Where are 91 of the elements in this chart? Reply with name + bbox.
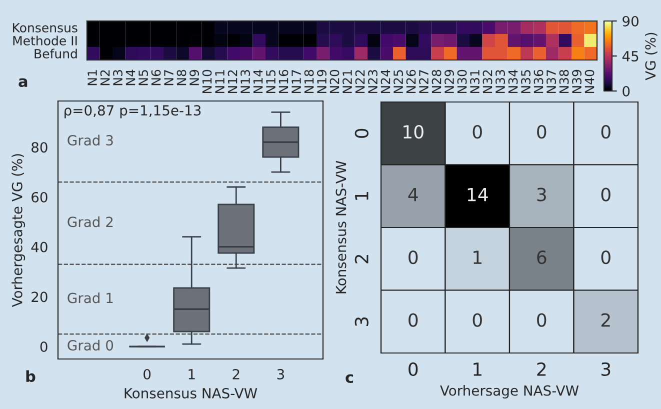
x-tick-label: N2 (100, 70, 110, 86)
x-tick-label: N40 (584, 70, 594, 94)
data-label: 0 (408, 250, 418, 264)
x-tick-label: N29 (444, 70, 454, 94)
x-tick-label: N16 (278, 70, 288, 94)
x-tick-label: 0 (144, 368, 151, 380)
x-tick-label: 1 (474, 362, 482, 376)
text: b (26, 370, 36, 382)
x-axis-title: Vorhersage NAS-VW (440, 385, 579, 398)
y-tick-label: 1 (355, 192, 368, 200)
annotation: ρ=0,87 p=1,15e-13 (64, 105, 201, 118)
data-label: 1 (474, 250, 482, 264)
x-tick-label: N20 (330, 70, 340, 94)
x-tick-label: 2 (232, 368, 240, 380)
x-tick-label: N9 (190, 70, 199, 86)
x-tick-label: N13 (240, 70, 250, 94)
x-tick-label: N10 (202, 70, 212, 94)
data-label: 0 (472, 124, 482, 139)
data-label: 4 (408, 188, 418, 202)
y-tick-label: 80 (32, 142, 48, 153)
x-tick-label: N37 (546, 70, 556, 94)
text: c (346, 374, 354, 384)
x-tick-label: N1 (88, 70, 97, 86)
x-tick-label: N19 (317, 70, 326, 94)
x-tick-label: 0 (408, 362, 418, 376)
x-tick-label: 1 (188, 369, 195, 380)
text: a (18, 78, 28, 88)
x-tick-label: N32 (482, 70, 492, 94)
x-tick-label: N14 (253, 70, 263, 94)
color-bar-title: VG (%) (644, 32, 658, 80)
x-tick-label: N12 (228, 70, 238, 94)
y-tick-label: Befund (34, 48, 77, 58)
x-tick-label: N31 (470, 70, 480, 94)
x-tick-label: N25 (394, 70, 403, 94)
y-tick-label: 0 (40, 342, 48, 352)
x-tick-label: N4 (126, 70, 136, 86)
x-tick-label: N23 (368, 70, 378, 94)
y-tick-label: 60 (32, 192, 48, 202)
x-tick-label: N22 (355, 70, 365, 94)
y-tick-label: 40 (31, 242, 48, 252)
x-tick-label: N7 (164, 70, 174, 86)
x-tick-label: N36 (534, 70, 544, 94)
data-label: 0 (601, 188, 610, 202)
x-tick-label: N6 (151, 70, 161, 86)
x-tick-label: N11 (215, 70, 224, 94)
x-tick-label: N39 (572, 70, 582, 94)
text: Grad 1 (68, 292, 113, 304)
x-tick-label: N27 (419, 70, 428, 94)
text: Grad 2 (68, 216, 113, 228)
x-tick-label: N24 (380, 70, 390, 94)
x-tick-label: 2 (537, 362, 546, 376)
data-label: 2 (601, 313, 610, 327)
data-label: 6 (537, 250, 546, 264)
text: Grad 0 (68, 340, 114, 351)
x-tick-label: N5 (138, 70, 148, 86)
x-tick-label: N8 (176, 70, 186, 86)
y-tick-label: 3 (354, 317, 368, 326)
x-tick-label: N38 (559, 70, 569, 94)
y-tick-label: 2 (354, 254, 368, 264)
y-tick-label: Methode II (13, 36, 77, 46)
data-label: 3 (537, 188, 546, 202)
y-tick-label: Konsensus (12, 23, 78, 32)
data-label: 0 (537, 124, 546, 139)
x-tick-label: N30 (457, 70, 467, 94)
data-label: 0 (472, 313, 482, 327)
text: Grad 3 (68, 134, 113, 146)
x-tick-label: N26 (406, 70, 416, 94)
color-bar-label: 90 (622, 16, 638, 26)
color-bar-label: 45 (622, 51, 638, 62)
x-tick-label: N33 (496, 70, 505, 94)
x-tick-label: N34 (508, 70, 518, 94)
x-tick-label: 3 (277, 368, 284, 380)
y-tick-label: 0 (354, 128, 368, 138)
x-tick-label: N21 (342, 70, 352, 94)
y-axis-title: Vorhergesagte VG (%) (12, 154, 26, 308)
data-label: 0 (601, 124, 610, 139)
data-label: 14 (468, 188, 488, 202)
x-tick-label: N18 (304, 70, 314, 94)
x-tick-label: N35 (521, 70, 530, 94)
x-tick-label: N15 (266, 70, 276, 94)
x-axis-title: Konsensus NAS-VW (124, 388, 258, 398)
y-tick-label: 20 (32, 292, 48, 302)
x-tick-label: N3 (113, 70, 122, 86)
data-label: 0 (601, 250, 610, 264)
x-tick-label: N17 (292, 70, 301, 94)
y-axis-title: Konsensus NAS-VW (336, 160, 346, 294)
x-tick-label: N28 (432, 70, 442, 94)
data-label: 0 (537, 313, 546, 327)
data-label: 10 (404, 124, 424, 139)
x-tick-label: 3 (602, 362, 610, 376)
data-label: 0 (408, 313, 418, 327)
